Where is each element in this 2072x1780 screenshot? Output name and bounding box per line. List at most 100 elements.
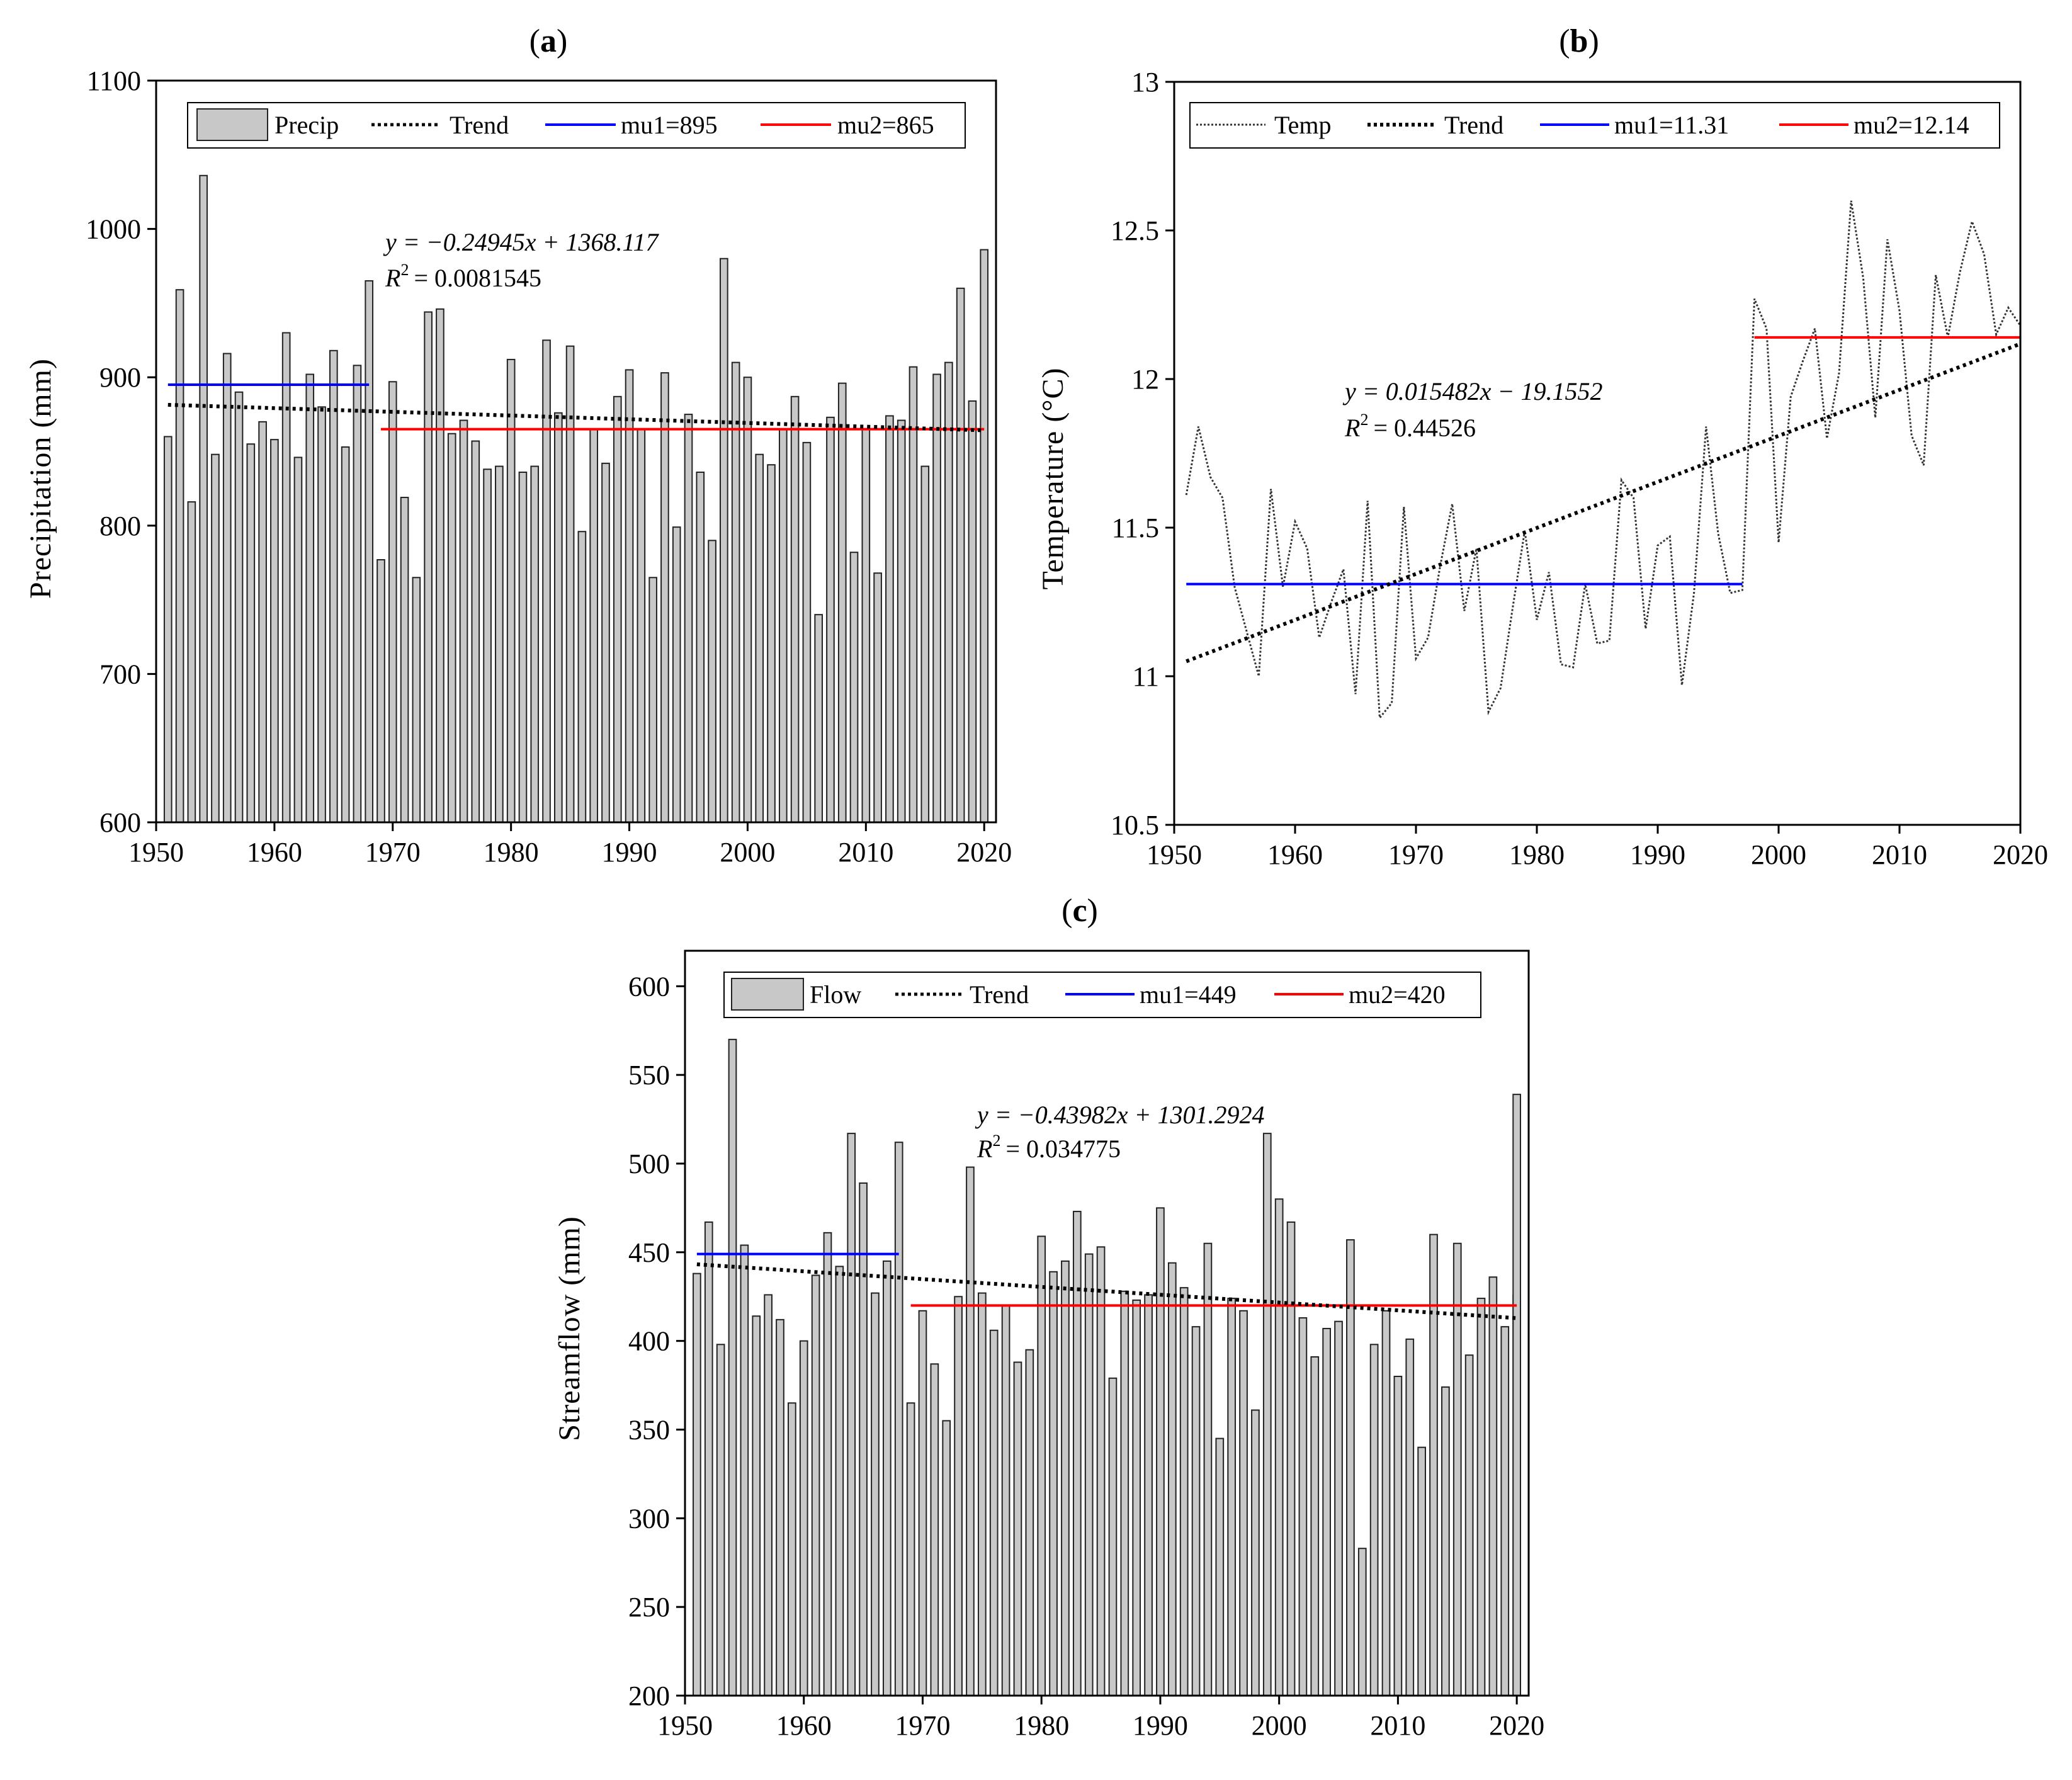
data-bar-2000 [743,377,752,823]
x-tick-label-2020: 2020 [1489,1710,1544,1741]
data-bar-2017 [944,361,953,823]
panel-c-plot-area: 1950 1960 1970 1980 1990 2000 2010 2020 200 250 30… [628,950,1544,1741]
x-tick-label-1960: 1960 [247,837,302,868]
plot-frame-top [1173,81,2022,826]
data-bar-1984 [1084,1253,1094,1696]
data-bar-1993 [660,372,669,823]
legend-mu1-label: mu1=449 [1140,980,1237,1009]
x-tick-label-1980: 1980 [484,837,539,868]
data-bar-1968 [365,280,374,823]
data-bar-2004 [1322,1327,1332,1696]
data-bar-1976 [459,419,468,823]
panel-a-legend: Precip Trend mu1=895 mu2=865 [187,102,966,149]
y-tick-label-800: 800 [99,511,141,541]
y-tick-label-350: 350 [628,1415,670,1446]
legend-precip-label: Precip [275,111,339,139]
panel-a-r-squared: R2 = 0.0081545 [385,261,541,292]
data-bar-2011 [873,572,882,824]
data-bar-1976 [989,1329,999,1696]
x-tick-label-1960: 1960 [776,1710,832,1741]
data-bar-1997 [1239,1310,1248,1697]
data-bar-2019 [968,400,977,823]
data-bar-1974 [436,308,444,824]
legend-mu2-label: mu2=420 [1349,980,1446,1009]
temp-series-line [1185,200,2022,721]
data-bar-1959 [258,421,267,823]
panel-c-trend-equation: y = −0.43982x + 1301.2924 [975,1101,1264,1129]
x-tick-label-1950: 1950 [128,837,184,868]
legend-flow-label: Flow [810,980,861,1009]
data-bar-2017 [1476,1298,1486,1696]
panel-b-r-squared: R2 = 0.44526 [1344,411,1476,442]
y-tick-label-250: 250 [628,1592,670,1623]
x-tick-label-1990: 1990 [1630,839,1685,870]
x-tick-label-1990: 1990 [602,837,657,868]
data-bar-1988 [601,462,610,823]
data-bar-1966 [341,446,350,823]
y-tick-label-11.5: 11.5 [1112,513,1159,543]
data-bar-1993 [1191,1326,1201,1696]
panel-a-label: (a) [529,23,568,59]
trend-line [1186,342,2022,664]
legend-trend-label: Trend [1444,111,1503,139]
y-tick-label-450: 450 [628,1237,670,1268]
data-bar-1964 [317,406,326,823]
data-bar-2009 [1381,1310,1391,1697]
data-bar-2015 [920,465,930,823]
data-bar-1951 [693,1273,701,1696]
data-bar-2020 [980,249,989,824]
data-bar-1966 [871,1292,880,1697]
data-bar-1963 [305,373,315,823]
data-bar-1992 [1179,1287,1189,1696]
data-bar-1957 [764,1294,773,1696]
data-bar-2007 [1357,1548,1367,1696]
data-bar-1962 [823,1232,832,1696]
data-bar-1983 [1072,1211,1082,1697]
legend-flow-swatch [731,978,804,1011]
panel-c-legend: Flow Trend mu1=449 mu2=420 [723,972,1481,1018]
data-bar-1952 [704,1221,713,1696]
trend-line [696,1262,1517,1320]
data-bar-1965 [859,1182,868,1696]
data-bar-2015 [1452,1242,1462,1696]
data-bar-1975 [977,1292,987,1697]
data-bar-2011 [1405,1338,1415,1697]
data-bar-1999 [1262,1133,1272,1697]
data-bar-1969 [906,1402,915,1696]
data-bar-1972 [412,577,421,823]
x-tick-label-2010: 2010 [1872,839,1927,870]
data-bar-1972 [942,1420,951,1697]
data-bar-1979 [1025,1349,1034,1696]
data-bar-1984 [553,412,563,823]
panel-a-trend-equation: y = −0.24945x + 1368.117 [383,228,660,256]
legend-mu2-label: mu2=865 [837,111,934,139]
x-tick-label-1970: 1970 [895,1710,950,1741]
data-bar-2013 [1429,1233,1438,1696]
data-bar-1982 [1061,1260,1070,1696]
data-bar-1974 [966,1166,975,1696]
panel-c-label: (c) [1061,893,1098,929]
x-tick-label-1980: 1980 [1014,1710,1069,1741]
legend-mu2-label: mu2=12.14 [1854,111,1969,139]
y-tick-label-12: 12 [1131,364,1159,395]
plot-frame-top [155,79,997,824]
data-bar-2016 [932,373,941,823]
data-bar-1988 [1132,1299,1141,1696]
x-tick-label-1990: 1990 [1133,1710,1188,1741]
data-bar-1961 [281,332,291,823]
data-bar-1990 [1156,1207,1165,1696]
data-bar-1956 [222,353,232,823]
data-bar-1996 [1227,1298,1237,1696]
data-bar-1977 [471,440,480,823]
data-bar-1985 [1096,1246,1106,1696]
data-bar-2003 [1310,1356,1320,1696]
data-bar-1995 [684,414,693,823]
x-tick-label-1960: 1960 [1267,839,1323,870]
x-tick-label-2000: 2000 [720,837,775,868]
data-bar-1967 [353,365,362,823]
panel-b-trend-equation: y = 0.015482x − 19.1552 [1342,377,1603,405]
data-bar-2008 [837,382,847,823]
panel-b-y-axis-title: Temperature (°C) [1036,367,1070,589]
data-bar-1969 [376,558,385,823]
data-bar-1996 [696,471,705,823]
